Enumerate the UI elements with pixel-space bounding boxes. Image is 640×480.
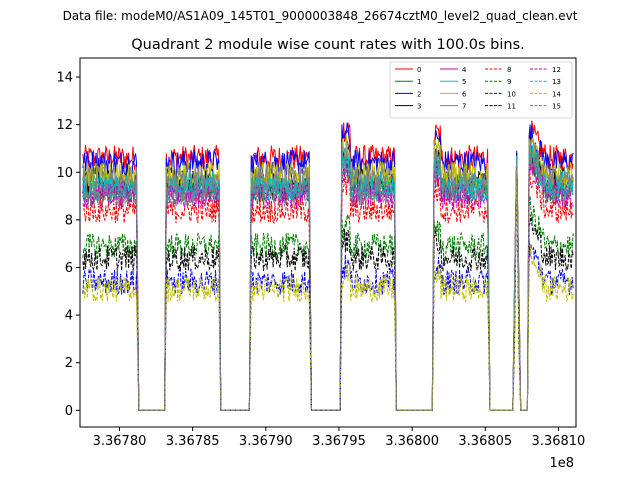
- x-tick-label: 3.36800: [385, 434, 439, 449]
- y-tick-label: 14: [56, 71, 73, 86]
- legend-label: 10: [507, 90, 516, 98]
- legend-label: 7: [462, 103, 466, 111]
- series-line-1: [82, 143, 574, 411]
- series-line-7: [82, 139, 574, 411]
- series-line-0: [82, 120, 574, 411]
- series-line-15: [82, 151, 574, 411]
- series-line-12: [82, 154, 574, 411]
- x-tick-label: 3.36790: [239, 434, 293, 449]
- chart-title: Quadrant 2 module wise count rates with …: [131, 37, 525, 53]
- series-line-3: [82, 136, 574, 411]
- legend-label: 4: [462, 66, 467, 74]
- axes-frame: [79, 57, 577, 428]
- series-line-6: [82, 135, 574, 411]
- x-axis: 3.36780 3.36785 3.36790 3.36795 3.36800 3.368…: [93, 427, 586, 449]
- series-line-8: [82, 158, 574, 411]
- y-tick-label: 10: [56, 166, 73, 181]
- legend-label: 1: [417, 78, 421, 86]
- legend-label: 8: [507, 66, 511, 74]
- x-tick-label: 3.36795: [312, 434, 366, 449]
- legend-label: 9: [507, 78, 511, 86]
- legend-label: 15: [552, 103, 561, 111]
- series-layer: [82, 120, 574, 411]
- x-offset-label: 1e8: [549, 456, 574, 471]
- x-tick-label: 3.36805: [458, 434, 512, 449]
- series-line-5: [82, 144, 574, 411]
- legend-label: 5: [462, 78, 466, 86]
- y-tick-label: 6: [65, 261, 73, 276]
- y-tick-label: 4: [65, 309, 73, 324]
- legend-label: 14: [552, 90, 561, 98]
- y-axis: 0 2 4 6 8 10 12 14: [56, 71, 80, 419]
- y-tick-label: 0: [65, 404, 73, 419]
- series-line-4: [82, 154, 574, 411]
- x-tick-label: 3.36810: [532, 434, 586, 449]
- figure-suptitle: Data file: modeM0/AS1A09_145T01_90000038…: [63, 9, 578, 23]
- legend-label: 3: [417, 103, 421, 111]
- legend-label: 6: [462, 90, 467, 98]
- y-tick-label: 12: [56, 118, 73, 133]
- series-line-9: [82, 166, 574, 411]
- legend-label: 12: [552, 66, 561, 74]
- x-tick-label: 3.36785: [166, 434, 220, 449]
- y-tick-label: 2: [65, 356, 73, 371]
- series-line-10: [82, 170, 574, 411]
- legend-label: 2: [417, 90, 421, 98]
- series-line-11: [82, 165, 574, 411]
- x-tick-label: 3.36780: [93, 434, 147, 449]
- legend-label: 0: [417, 66, 421, 74]
- legend-label: 13: [552, 78, 561, 86]
- legend-label: 11: [507, 103, 516, 111]
- series-line-2: [82, 122, 574, 411]
- series-line-13: [82, 147, 574, 411]
- y-tick-label: 8: [65, 213, 73, 228]
- legend-box: [389, 61, 573, 119]
- series-line-14: [82, 172, 574, 411]
